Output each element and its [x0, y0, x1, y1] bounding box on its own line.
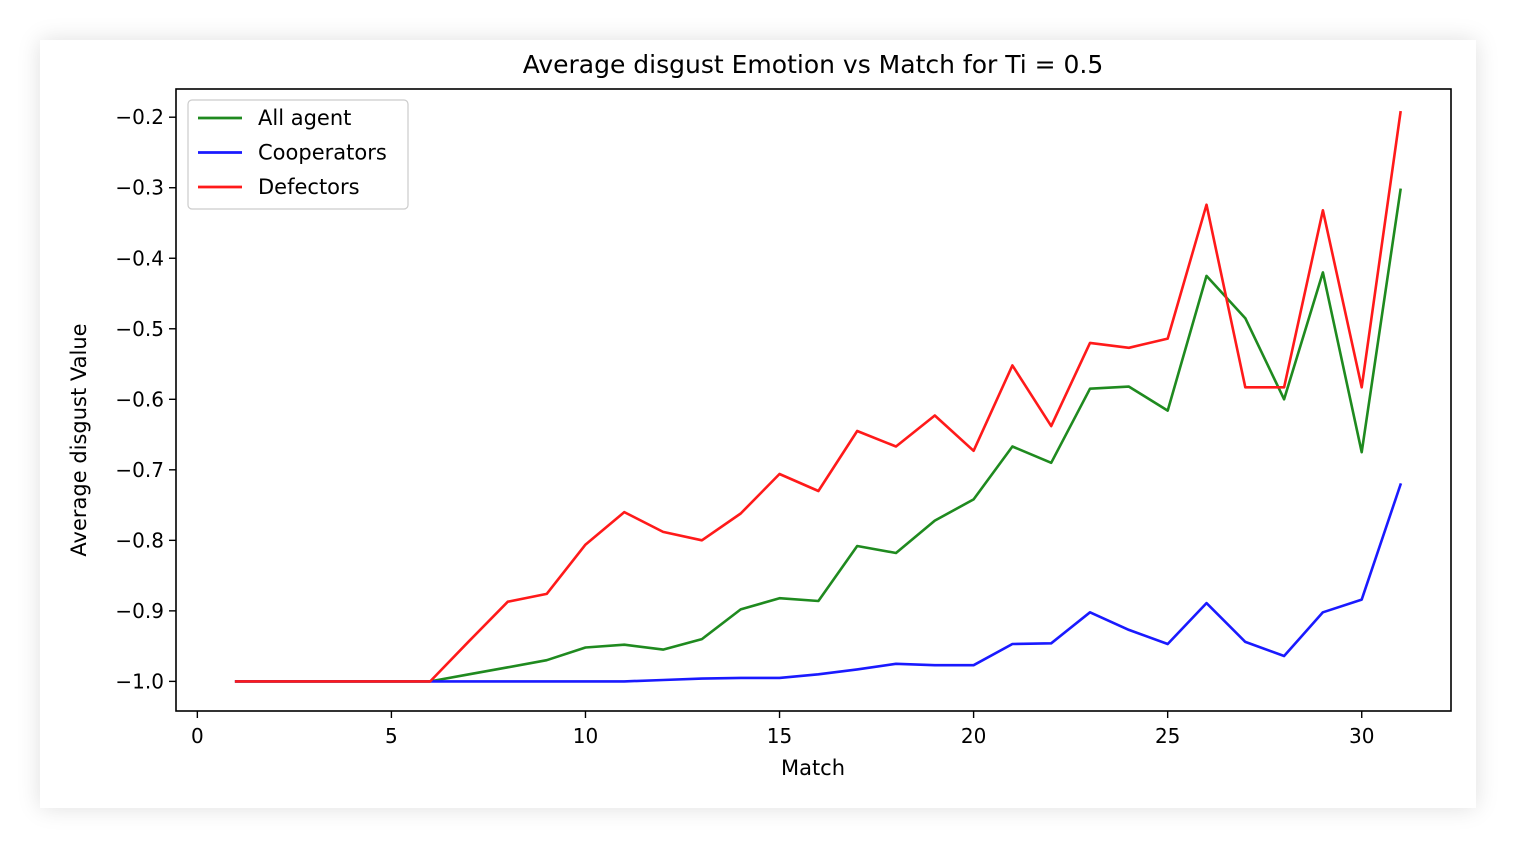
- x-axis-label: Match: [781, 756, 845, 780]
- legend-box: [187, 99, 409, 210]
- series-line-cooperators: [234, 482, 1403, 683]
- y-tick-label: −0.7: [115, 458, 164, 482]
- y-tick-label: −0.5: [115, 317, 164, 341]
- x-tick-label: 10: [573, 724, 598, 748]
- line-chart: Average disgust Emotion vs Match for Ti …: [67, 50, 1452, 780]
- figure-card: Average disgust Emotion vs Match for Ti …: [40, 40, 1476, 808]
- legend: All agent Cooperators Defectors: [187, 99, 409, 210]
- axes-layer: 0 5 10 15 20 25 30 −1.0 −0.9 −0.8 −0.7 −0.6 −0.5 −0.4…: [115, 88, 1452, 748]
- series-line-defectors: [234, 110, 1402, 683]
- legend-label-cooperators: Cooperators: [258, 141, 387, 165]
- series-line-all-agent: [234, 188, 1402, 683]
- y-axis-label: Average disgust Value: [67, 323, 91, 556]
- y-tick-label: −0.4: [115, 246, 164, 270]
- series-layer: [234, 110, 1403, 683]
- x-tick-label: 15: [767, 724, 792, 748]
- x-tick-label: 0: [191, 724, 204, 748]
- chart-title: Average disgust Emotion vs Match for Ti …: [523, 50, 1104, 79]
- x-tick-label: 20: [961, 724, 986, 748]
- y-tick-label: −0.6: [115, 387, 164, 411]
- x-tick-label: 25: [1155, 724, 1180, 748]
- y-tick-label: −0.2: [115, 105, 164, 129]
- y-tick-label: −0.3: [115, 176, 164, 200]
- x-tick-label: 5: [385, 724, 398, 748]
- x-tick-label: 30: [1349, 724, 1374, 748]
- legend-label-all-agent: All agent: [258, 106, 351, 130]
- y-tick-label: −0.8: [115, 528, 164, 552]
- y-tick-label: −1.0: [115, 669, 164, 693]
- plot-frame: [175, 88, 1452, 712]
- y-tick-label: −0.9: [115, 599, 164, 623]
- legend-label-defectors: Defectors: [258, 175, 360, 199]
